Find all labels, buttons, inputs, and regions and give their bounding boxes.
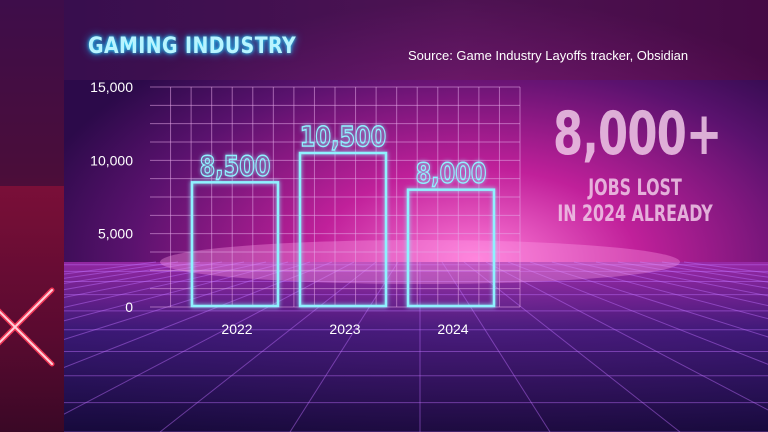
chart-title: GAMING INDUSTRY [88, 34, 297, 59]
y-tick-label: 15,000 [90, 79, 133, 95]
callout-caption: JOBS LOST IN 2024 ALREADY [538, 176, 732, 229]
value-label-2024: 8,000 [416, 156, 487, 189]
y-axis-labels: 0 5,000 10,000 15,000 [90, 79, 133, 315]
close-cross-icon [0, 287, 55, 367]
callout-line-2: IN 2024 ALREADY [557, 202, 713, 228]
y-tick-label: 0 [125, 299, 133, 315]
value-label-2023: 10,500 [300, 119, 386, 152]
x-tick-label-2022: 2022 [221, 321, 252, 337]
bar-2022 [190, 181, 280, 308]
bar-2023 [298, 151, 388, 308]
source-credit: Source: Game Industry Layoffs tracker, O… [408, 48, 689, 63]
x-tick-label-2024: 2024 [437, 321, 468, 337]
y-tick-label: 10,000 [90, 152, 133, 168]
x-tick-label-2023: 2023 [329, 321, 360, 337]
value-label-2022: 8,500 [200, 149, 271, 182]
y-tick-label: 5,000 [98, 226, 133, 242]
value-labels: 8,500 10,500 8,000 [199, 119, 487, 190]
callout-number: 8,000+ [553, 99, 722, 169]
callout-line-1: JOBS LOST [588, 176, 682, 201]
left-side-panel [0, 0, 64, 432]
x-axis-labels: 2022 2023 2024 [221, 321, 468, 337]
